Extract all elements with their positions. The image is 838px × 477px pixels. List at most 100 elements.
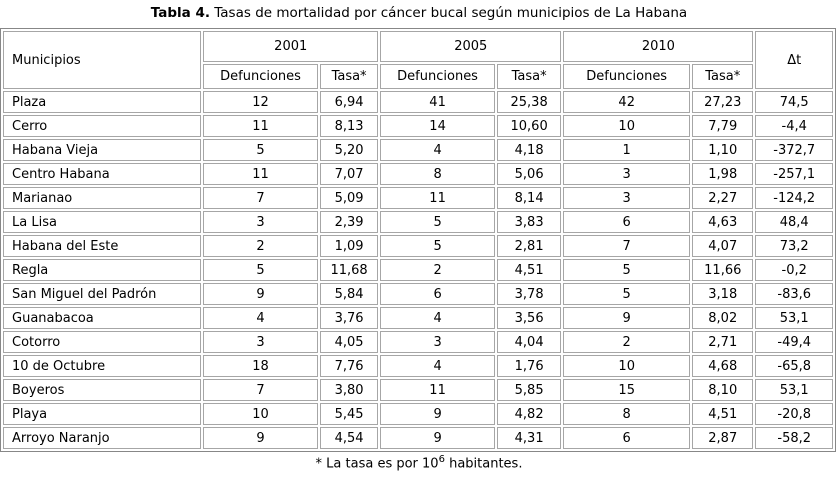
mortality-table: Municipios 2001 2005 2010 Δt Defunciones… <box>0 28 836 452</box>
tasa-2005-cell: 4,04 <box>496 331 562 353</box>
tasa-2010-cell: 2,27 <box>692 187 754 209</box>
tasa-2001-cell: 1,09 <box>319 235 379 257</box>
tasa-2005-cell: 3,83 <box>496 211 562 233</box>
municipality-name-cell: La Lisa <box>3 211 202 233</box>
delta-t-cell: -20,8 <box>755 403 833 425</box>
defunciones-2010-cell: 10 <box>563 115 691 137</box>
municipality-name-cell: 10 de Octubre <box>3 355 202 377</box>
tasa-2010-cell: 8,10 <box>692 379 754 401</box>
tasa-2010-cell: 7,79 <box>692 115 754 137</box>
delta-t-cell: 73,2 <box>755 235 833 257</box>
table-body: Plaza 12 6,94 41 25,38 42 27,23 74,5 Cer… <box>3 91 833 449</box>
footnote: * La tasa es por 106 habitantes. <box>0 454 838 471</box>
defunciones-2005-cell: 11 <box>380 379 495 401</box>
tasa-2001-cell: 5,45 <box>319 403 379 425</box>
table-title-text: Tasas de mortalidad por cáncer bucal seg… <box>209 5 688 21</box>
defunciones-2001-cell: 9 <box>203 283 318 305</box>
municipality-name-cell: San Miguel del Padrón <box>3 283 202 305</box>
footnote-superscript: 6 <box>438 454 445 465</box>
tasa-2010-cell: 4,07 <box>692 235 754 257</box>
tasa-2005-cell: 4,51 <box>496 259 562 281</box>
defunciones-2001-cell: 2 <box>203 235 318 257</box>
municipality-name-cell: Cotorro <box>3 331 202 353</box>
defunciones-2005-cell: 2 <box>380 259 495 281</box>
tasa-2010-cell: 3,18 <box>692 283 754 305</box>
defunciones-2001-cell: 3 <box>203 211 318 233</box>
table-row: Boyeros 7 3,80 11 5,85 15 8,10 53,1 <box>3 379 833 401</box>
defunciones-2010-cell: 9 <box>563 307 691 329</box>
defunciones-2010-cell: 42 <box>563 91 691 113</box>
tasa-2001-cell: 3,76 <box>319 307 379 329</box>
defunciones-2005-cell: 4 <box>380 307 495 329</box>
tasa-2005-cell: 3,56 <box>496 307 562 329</box>
municipality-name-cell: Regla <box>3 259 202 281</box>
defunciones-2010-cell: 7 <box>563 235 691 257</box>
tasa-2010-cell: 11,66 <box>692 259 754 281</box>
defunciones-2001-cell: 4 <box>203 307 318 329</box>
defunciones-2005-cell: 8 <box>380 163 495 185</box>
tasa-2010-cell: 4,63 <box>692 211 754 233</box>
municipality-name-cell: Boyeros <box>3 379 202 401</box>
table-row: Playa 10 5,45 9 4,82 8 4,51 -20,8 <box>3 403 833 425</box>
page-title: Tabla 4. Tasas de mortalidad por cáncer … <box>0 0 838 28</box>
defunciones-2010-cell: 10 <box>563 355 691 377</box>
defunciones-2001-cell: 7 <box>203 187 318 209</box>
header-group-row: Municipios 2001 2005 2010 Δt <box>3 31 833 89</box>
tasa-2005-cell: 1,76 <box>496 355 562 377</box>
defunciones-2005-cell: 41 <box>380 91 495 113</box>
tasa-2010-cell: 27,23 <box>692 91 754 113</box>
table-row: Cotorro 3 4,05 3 4,04 2 2,71 -49,4 <box>3 331 833 353</box>
tasa-2001-cell: 8,13 <box>319 115 379 137</box>
municipality-name-cell: Arroyo Naranjo <box>3 427 202 449</box>
delta-t-cell: 74,5 <box>755 91 833 113</box>
table-row: Plaza 12 6,94 41 25,38 42 27,23 74,5 <box>3 91 833 113</box>
defunciones-2010-cell: 5 <box>563 259 691 281</box>
tasa-2001-cell: 4,05 <box>319 331 379 353</box>
municipality-name-cell: Guanabacoa <box>3 307 202 329</box>
defunciones-2010-cell: 15 <box>563 379 691 401</box>
defunciones-2005-cell: 3 <box>380 331 495 353</box>
tasa-2001-cell: 11,68 <box>319 259 379 281</box>
municipality-name-cell: Habana Vieja <box>3 139 202 161</box>
municipality-name-cell: Centro Habana <box>3 163 202 185</box>
tasa-2005-cell: 4,31 <box>496 427 562 449</box>
delta-t-cell: 53,1 <box>755 379 833 401</box>
delta-t-cell: 48,4 <box>755 211 833 233</box>
tasa-2005-cell: 5,85 <box>496 379 562 401</box>
delta-t-cell: -0,2 <box>755 259 833 281</box>
header-year-2010: 2010 <box>563 31 754 62</box>
tasa-2001-cell: 5,09 <box>319 187 379 209</box>
defunciones-2005-cell: 14 <box>380 115 495 137</box>
header-tasa-2010: Tasa* <box>692 64 754 89</box>
defunciones-2001-cell: 11 <box>203 115 318 137</box>
defunciones-2010-cell: 6 <box>563 427 691 449</box>
delta-t-cell: 53,1 <box>755 307 833 329</box>
defunciones-2005-cell: 11 <box>380 187 495 209</box>
defunciones-2010-cell: 2 <box>563 331 691 353</box>
tasa-2005-cell: 4,82 <box>496 403 562 425</box>
defunciones-2005-cell: 9 <box>380 403 495 425</box>
tasa-2010-cell: 8,02 <box>692 307 754 329</box>
defunciones-2010-cell: 3 <box>563 187 691 209</box>
tasa-2001-cell: 7,76 <box>319 355 379 377</box>
header-defunciones-2005: Defunciones <box>380 64 495 89</box>
table-row: Arroyo Naranjo 9 4,54 9 4,31 6 2,87 -58,… <box>3 427 833 449</box>
defunciones-2010-cell: 8 <box>563 403 691 425</box>
table-row: Marianao 7 5,09 11 8,14 3 2,27 -124,2 <box>3 187 833 209</box>
tasa-2010-cell: 1,10 <box>692 139 754 161</box>
defunciones-2005-cell: 5 <box>380 235 495 257</box>
header-year-2001: 2001 <box>203 31 379 62</box>
delta-t-cell: -49,4 <box>755 331 833 353</box>
header-year-2005: 2005 <box>380 31 562 62</box>
defunciones-2005-cell: 9 <box>380 427 495 449</box>
delta-t-cell: -58,2 <box>755 427 833 449</box>
tasa-2001-cell: 5,20 <box>319 139 379 161</box>
header-defunciones-2001: Defunciones <box>203 64 318 89</box>
municipality-name-cell: Habana del Este <box>3 235 202 257</box>
header-municipios: Municipios <box>3 31 202 89</box>
defunciones-2001-cell: 7 <box>203 379 318 401</box>
header-tasa-2001: Tasa* <box>319 64 379 89</box>
tasa-2001-cell: 3,80 <box>319 379 379 401</box>
defunciones-2001-cell: 18 <box>203 355 318 377</box>
tasa-2010-cell: 1,98 <box>692 163 754 185</box>
